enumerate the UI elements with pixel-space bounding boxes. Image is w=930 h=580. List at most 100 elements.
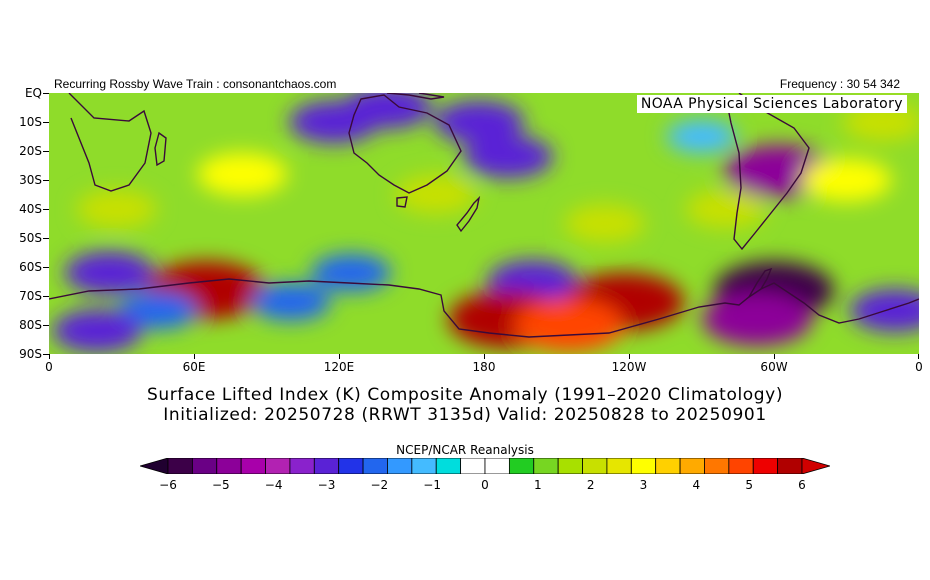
- longitude-tick: [339, 354, 340, 359]
- longitude-tick: [49, 354, 50, 359]
- longitude-tick: [918, 354, 919, 359]
- latitude-tick: [43, 354, 49, 355]
- anomaly-blob: [395, 175, 476, 214]
- coast-antarctica: [49, 278, 919, 338]
- anomaly-blob: [250, 282, 331, 321]
- colorbar-segment: [630, 458, 657, 474]
- colorbar-segment: [216, 458, 242, 474]
- colorbar-label: −6: [159, 478, 177, 492]
- colorbar-segment: [679, 458, 705, 474]
- anomaly-blob: [64, 251, 155, 295]
- coastlines: [49, 93, 919, 338]
- anomaly-field: [52, 93, 919, 353]
- latitude-label: 50S: [19, 231, 42, 245]
- latitude-tick: [43, 151, 49, 152]
- anomaly-blob: [197, 152, 288, 196]
- coast-new-guinea: [386, 93, 445, 100]
- coast-australia: [348, 94, 462, 194]
- colorbar-segment: [606, 458, 632, 474]
- colorbar-label: 6: [798, 478, 806, 492]
- latitude-label: 30S: [19, 173, 42, 187]
- anomaly-blob: [685, 190, 766, 228]
- header-left-text: Recurring Rossby Wave Train : consonantc…: [54, 77, 337, 91]
- longitude-label: 180: [472, 360, 496, 374]
- colorbar-segment: [338, 458, 364, 474]
- latitude-tick: [43, 325, 49, 326]
- colorbar-label: 0: [481, 478, 489, 492]
- anomaly-blob: [801, 158, 892, 202]
- colorbar-segment: [484, 458, 510, 474]
- latitude-label: 40S: [19, 202, 42, 216]
- colorbar-segment: [240, 458, 266, 474]
- colorbar-segment: [289, 458, 315, 474]
- colorbar-title: NCEP/NCAR Reanalysis: [396, 443, 534, 457]
- latitude-label: 60S: [19, 260, 42, 274]
- latitude-tick: [43, 267, 49, 268]
- latitude-label: 10S: [19, 115, 42, 129]
- colorbar-segment: [728, 458, 754, 474]
- coast-madagascar: [154, 131, 167, 167]
- colorbar-over-triangle: [801, 458, 830, 474]
- colorbar-label: 1: [534, 478, 542, 492]
- latitude-tick: [43, 209, 49, 210]
- colorbar-label: −5: [211, 478, 230, 492]
- coast-antarctic-peninsula: [748, 267, 773, 298]
- coast-south-america: [726, 93, 810, 251]
- header-frequency-text: Frequency : 30 54 342: [779, 77, 900, 91]
- longitude-label: 0: [915, 360, 923, 374]
- map-title-line1: Surface Lifted Index (K) Composite Anoma…: [146, 385, 784, 405]
- anomaly-blob: [564, 204, 645, 243]
- colorbar-segment: [265, 458, 291, 474]
- latitude-tick: [43, 122, 49, 123]
- latitude-label: 90S: [19, 347, 42, 361]
- map-title-line2: Initialized: 20250728 (RRWT 3135d) Valid…: [163, 405, 767, 425]
- latitude-tick: [43, 238, 49, 239]
- latitude-tick: [43, 296, 49, 297]
- colorbar-label: 4: [692, 478, 701, 492]
- longitude-tick: [194, 354, 195, 359]
- anomaly-blob: [463, 135, 554, 179]
- colorbar-segment: [191, 458, 218, 474]
- longitude-label: 60W: [760, 360, 788, 374]
- colorbar-label: 2: [586, 478, 595, 492]
- colorbar-segment: [362, 458, 388, 474]
- map-panel: NOAA Physical Sciences Laboratory: [49, 93, 919, 354]
- longitude-tick: [484, 354, 485, 359]
- colorbar-segment: [167, 458, 193, 474]
- anomaly-blob: [342, 93, 433, 129]
- latitude-label: EQ: [24, 86, 42, 100]
- colorbar: [140, 458, 830, 474]
- longitude-tick: [774, 354, 775, 359]
- longitude-tick: [629, 354, 630, 359]
- anomaly-blob: [52, 309, 143, 353]
- latitude-label: 20S: [19, 144, 42, 158]
- anomaly-blob: [513, 298, 624, 352]
- longitude-label: 60E: [182, 360, 206, 374]
- colorbar-segment: [460, 458, 486, 474]
- colorbar-segment: [533, 458, 559, 474]
- colorbar-segment: [777, 458, 803, 474]
- colorbar-segment: [387, 458, 413, 474]
- anomaly-blob: [117, 291, 198, 330]
- credit-label: NOAA Physical Sciences Laboratory: [636, 95, 907, 113]
- coast-new-zealand: [456, 195, 481, 233]
- coast-africa: [68, 93, 152, 192]
- longitude-label: 120W: [611, 360, 647, 374]
- latitude-label: 80S: [19, 318, 42, 332]
- latitude-tick: [43, 180, 49, 181]
- colorbar-segment: [508, 458, 535, 474]
- anomaly-blob: [311, 253, 392, 292]
- colorbar-segment: [557, 458, 583, 474]
- anomaly-blob: [666, 120, 737, 153]
- coast-tasmania: [396, 196, 408, 208]
- colorbar-label: −4: [264, 478, 283, 492]
- colorbar-under-triangle: [140, 458, 169, 474]
- anomaly-blob: [434, 100, 525, 144]
- colorbar-label: −2: [370, 478, 389, 492]
- longitude-label: 120E: [323, 360, 355, 374]
- colorbar-segment: [411, 458, 437, 474]
- anomaly-blob: [76, 190, 157, 228]
- anomaly-blob: [702, 292, 813, 346]
- colorbar-segment: [313, 458, 340, 474]
- latitude-tick: [43, 93, 49, 94]
